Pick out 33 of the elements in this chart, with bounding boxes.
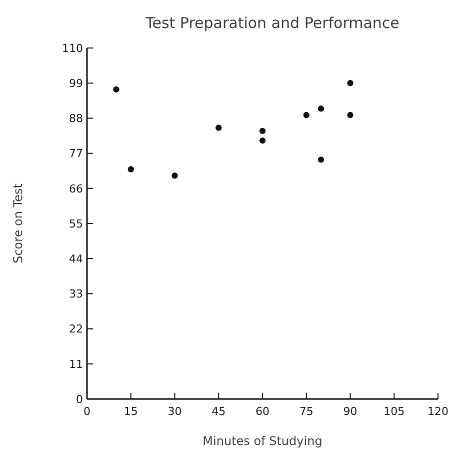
x-tick-label: 120	[428, 405, 448, 418]
x-tick-label: 90	[343, 405, 358, 418]
y-tick-label: 88	[69, 112, 83, 126]
y-tick-label: 66	[69, 182, 83, 196]
chart-title: Test Preparation and Performance	[144, 14, 400, 32]
y-tick-label: 77	[69, 147, 83, 160]
point	[303, 112, 310, 118]
y-tick-label: 99	[69, 76, 83, 90]
point	[216, 124, 222, 131]
y-tick-label: 44	[69, 252, 83, 266]
point	[318, 106, 324, 112]
point	[318, 156, 324, 163]
point	[259, 128, 266, 134]
x-tick-label: 75	[299, 405, 314, 418]
x-axis-title: Minutes of Studying	[202, 434, 322, 448]
x-tick-label: 15	[124, 405, 138, 418]
y-tick-label: 0	[76, 392, 83, 406]
point	[347, 112, 354, 118]
point	[259, 137, 266, 144]
y-tick-label: 55	[69, 217, 83, 230]
point	[113, 86, 120, 93]
point	[172, 172, 178, 179]
y-tick-label: 110	[62, 42, 83, 55]
y-tick-label: 11	[69, 358, 83, 371]
x-tick-label: 105	[384, 405, 405, 418]
y-tick-label: 33	[69, 288, 83, 301]
x-tick-label: 60	[256, 405, 270, 418]
x-tick-label: 45	[212, 405, 226, 418]
y-axis-title: Score on Test	[11, 183, 25, 264]
x-tick-label: 30	[168, 405, 182, 418]
point	[347, 80, 354, 86]
point	[128, 166, 134, 172]
y-tick-label: 22	[69, 322, 83, 336]
